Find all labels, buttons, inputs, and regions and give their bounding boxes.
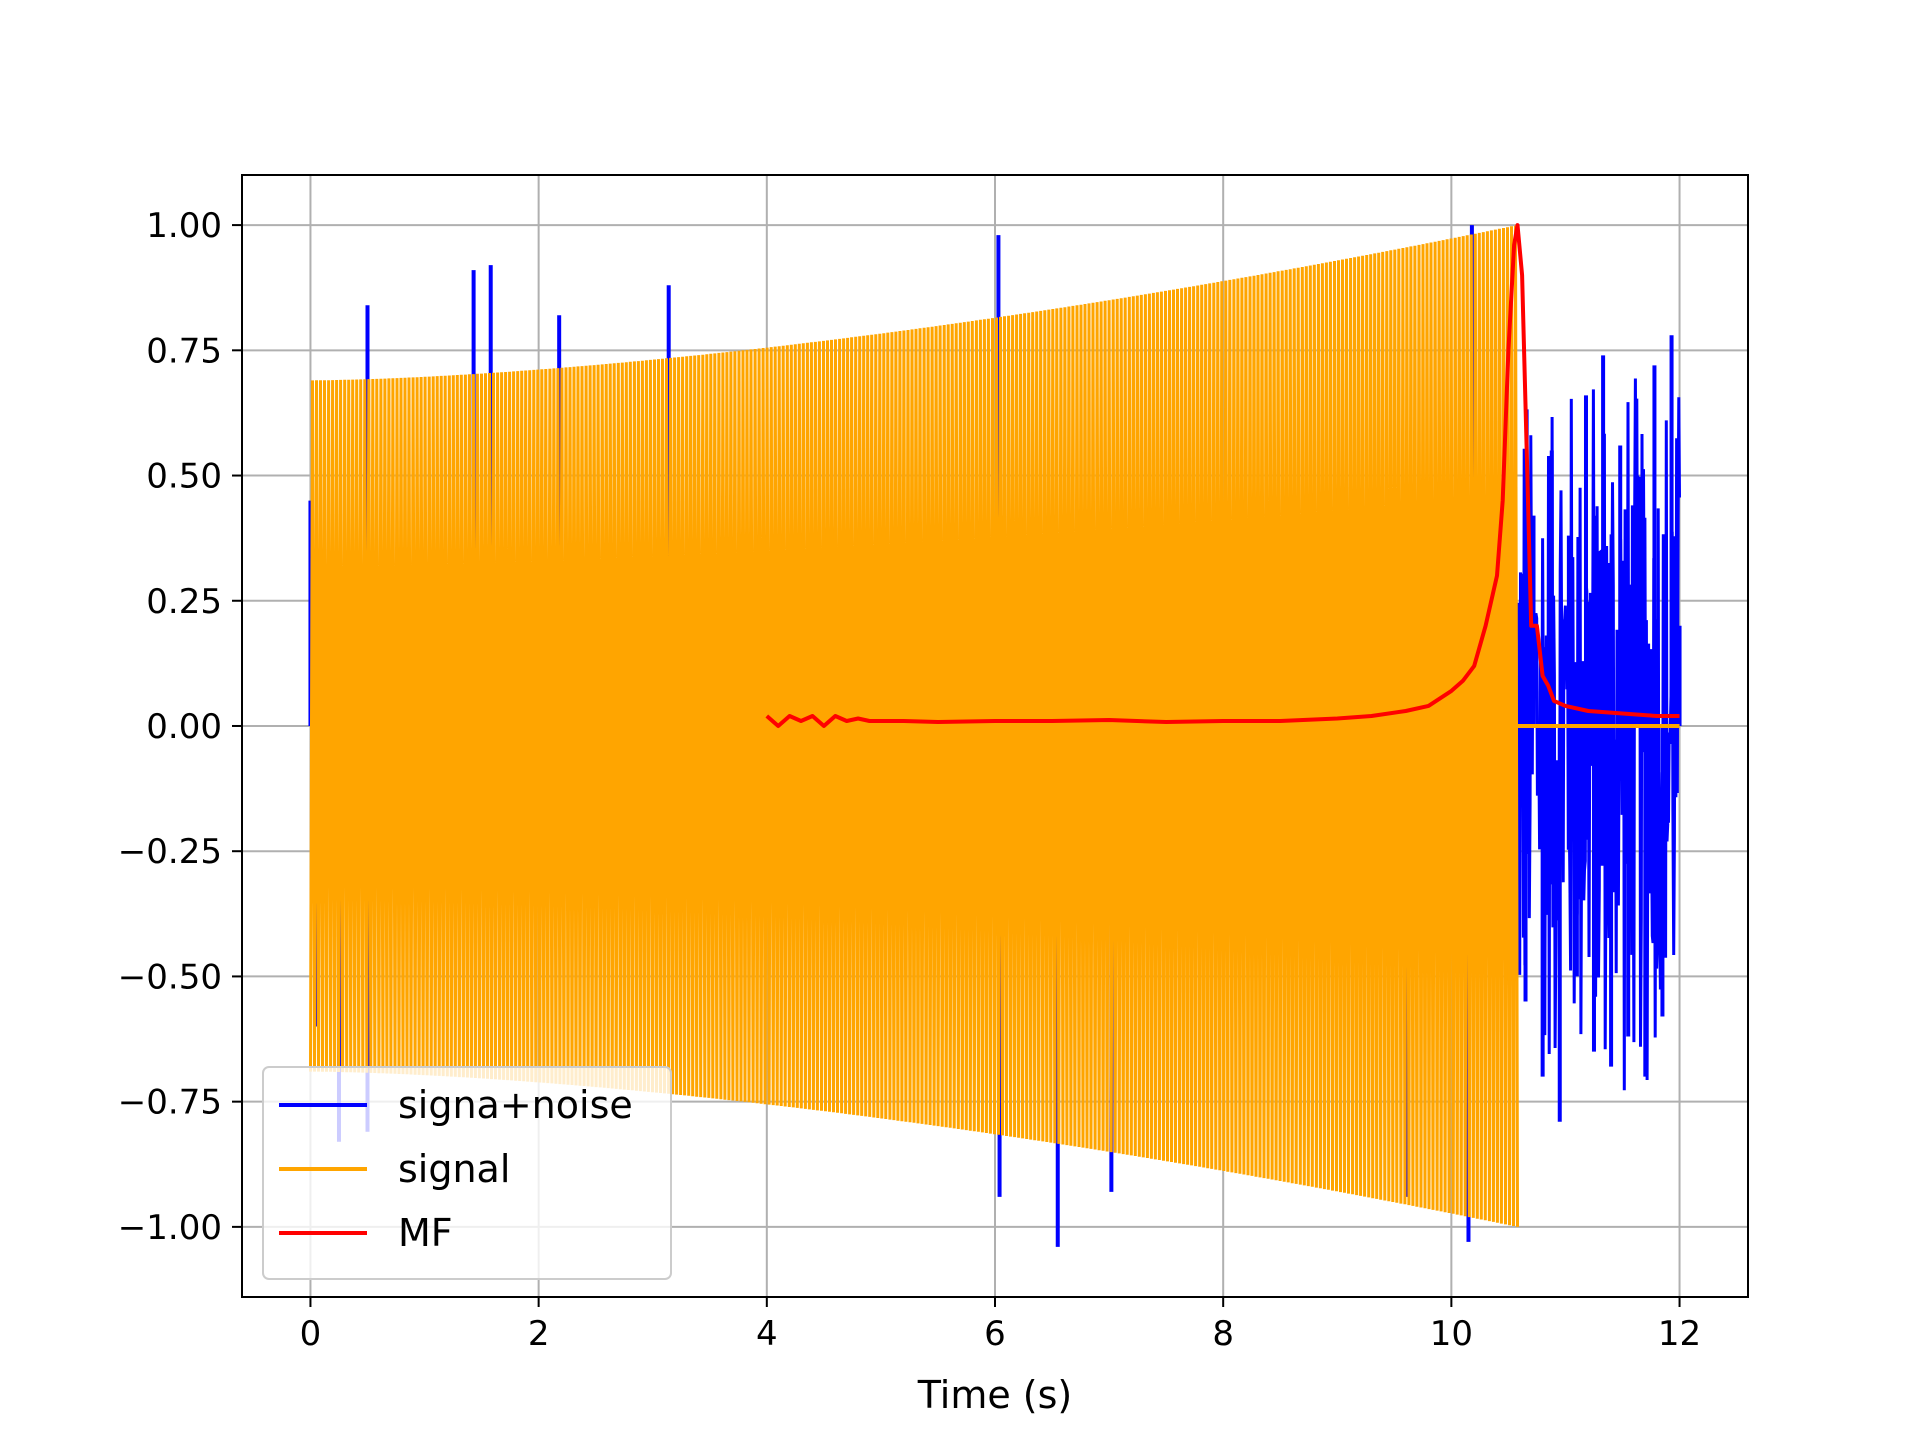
y-tick-label: 0.25	[146, 582, 222, 622]
y-tick-label: 0.00	[146, 707, 222, 747]
y-tick-label: 1.00	[146, 206, 222, 246]
x-axis-label: Time (s)	[917, 1373, 1073, 1417]
legend-label: signa+noise	[398, 1083, 633, 1127]
y-tick-label: −1.00	[118, 1208, 222, 1248]
x-tick-label: 2	[528, 1314, 550, 1354]
legend-label: MF	[398, 1211, 453, 1255]
x-tick-label: 10	[1430, 1314, 1473, 1354]
y-tick-label: −0.25	[118, 832, 222, 872]
legend: signa+noise signal MF	[262, 1066, 672, 1280]
legend-box	[262, 1066, 672, 1280]
legend-label: signal	[398, 1147, 510, 1191]
axis-ticks: 0 2 4 6 8 10 12 1.00 0.75 0.50 0.25 0.00 −0.25 −0.50 −…	[118, 206, 1701, 1354]
x-tick-label: 4	[756, 1314, 778, 1354]
x-tick-label: 6	[984, 1314, 1006, 1354]
x-tick-label: 12	[1658, 1314, 1701, 1354]
y-tick-label: 0.50	[146, 457, 222, 497]
y-tick-label: −0.75	[118, 1083, 222, 1123]
y-tick-label: −0.50	[118, 957, 222, 997]
x-tick-label: 8	[1212, 1314, 1234, 1354]
x-tick-label: 0	[300, 1314, 322, 1354]
series-mf	[765, 223, 1680, 728]
y-tick-label: 0.75	[146, 331, 222, 371]
